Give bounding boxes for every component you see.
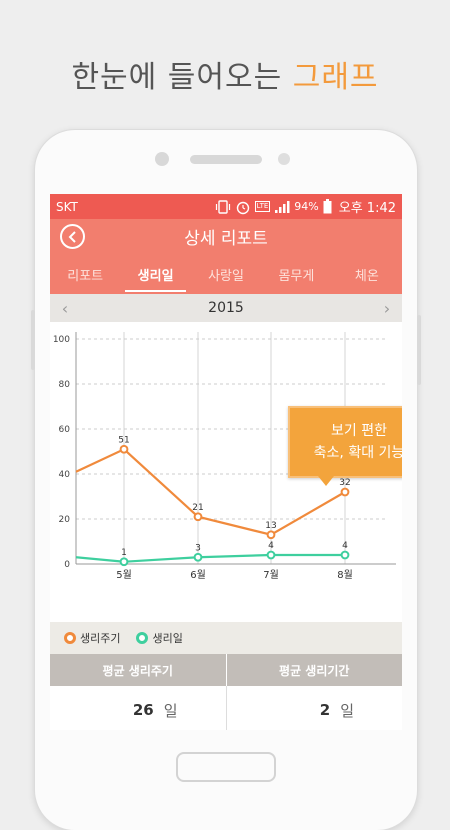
avg-duration-header: 평균 생리기간: [279, 663, 350, 678]
tab-bar: 리포트 생리일 사랑일 몸무게 체온: [50, 254, 402, 294]
page-title: 상세 리포트: [184, 229, 268, 249]
lte-icon: LTE: [254, 201, 271, 212]
legend-label-cycle: 생리주기: [80, 632, 121, 645]
callout-line1: 보기 편한: [331, 423, 387, 439]
data-point: [266, 550, 276, 560]
tab-weight[interactable]: 몸무게: [261, 254, 331, 294]
x-tick-label: 6월: [190, 569, 206, 581]
callout-line2: 축소, 확대 기능: [313, 445, 402, 461]
data-point: [119, 444, 129, 454]
tab-weight-label: 몸무게: [278, 268, 315, 284]
tab-report-label: 리포트: [67, 268, 104, 284]
summary-values: 26 일 2 일: [50, 686, 402, 730]
x-tick-label: 8월: [337, 569, 353, 581]
data-label: 3: [195, 543, 201, 553]
headline-accent: 그래프: [292, 60, 379, 95]
avg-duration-cell: 2 일: [227, 686, 403, 730]
avg-cycle-cell: 26 일: [50, 686, 227, 730]
volume-button[interactable]: [31, 310, 35, 370]
battery-icon: [323, 199, 332, 214]
tab-temperature[interactable]: 체온: [332, 254, 402, 294]
y-tick-label: 20: [59, 515, 71, 525]
avg-cycle-header: 평균 생리주기: [50, 654, 227, 686]
x-tick-label: 5월: [116, 569, 132, 581]
data-point: [193, 552, 203, 562]
data-point: [340, 487, 350, 497]
data-point: [119, 557, 129, 567]
home-button[interactable]: [176, 752, 276, 782]
avg-cycle-value: 26: [132, 701, 154, 719]
year-navigator: ‹ 2015 ›: [50, 294, 402, 322]
status-bar: SKT LTE 94% 오: [50, 194, 402, 219]
chevron-left-icon: [68, 230, 76, 243]
series-line-1: [75, 553, 345, 563]
chart-legend: 생리주기 생리일: [50, 622, 402, 654]
sensor-icon: [278, 153, 290, 165]
app-screen: SKT LTE 94% 오: [50, 194, 402, 730]
headline-text: 한눈에 들어오는: [71, 60, 283, 95]
feature-callout: 보기 편한 축소, 확대 기능: [288, 406, 402, 486]
alarm-icon: [236, 201, 249, 214]
battery-percent: 94%: [294, 200, 319, 213]
speaker-grille: [190, 155, 262, 164]
y-tick-label: 80: [59, 380, 71, 390]
avg-duration-value: 2: [319, 701, 331, 719]
data-label: 1: [121, 548, 127, 558]
avg-cycle-unit: 일: [163, 701, 178, 720]
next-year-button[interactable]: ›: [383, 298, 391, 318]
legend-swatch-days: [136, 632, 149, 644]
vibrate-icon: [215, 199, 230, 214]
tab-love-day[interactable]: 사랑일: [191, 254, 261, 294]
tab-period-day-label: 생리일: [137, 268, 174, 284]
signal-icon: [275, 200, 290, 213]
promo-headline: 한눈에 들어오는 그래프: [0, 52, 450, 96]
avg-duration-unit: 일: [340, 701, 354, 720]
summary-header: 평균 생리주기 평균 생리기간: [50, 654, 402, 686]
data-label: 21: [192, 503, 203, 513]
data-point: [193, 512, 203, 522]
legend-item-cycle: 생리주기: [64, 630, 120, 646]
legend-label-days: 생리일: [152, 632, 183, 645]
y-tick-label: 60: [59, 425, 71, 435]
y-tick-label: 0: [64, 560, 70, 570]
data-point: [340, 550, 350, 560]
tab-temperature-label: 체온: [354, 268, 379, 284]
data-label: 32: [339, 478, 350, 488]
data-point: [266, 530, 276, 540]
carrier-label: SKT: [56, 199, 78, 214]
legend-swatch-cycle: [64, 632, 76, 644]
data-label: 51: [118, 435, 129, 445]
back-button[interactable]: [60, 224, 85, 249]
data-label: 4: [342, 541, 348, 551]
prev-year-button[interactable]: ‹: [61, 298, 69, 318]
legend-item-days: 생리일: [136, 630, 183, 646]
data-label: 13: [265, 521, 276, 531]
year-label: 2015: [208, 300, 244, 316]
clock: 오후 1:42: [338, 201, 396, 216]
tab-report[interactable]: 리포트: [50, 254, 120, 294]
camera-icon: [155, 152, 169, 166]
tab-period-day[interactable]: 생리일: [120, 254, 190, 294]
power-button[interactable]: [417, 315, 421, 385]
chart-area[interactable]: 0 20 40 60 80 100 5월 6월 7월 8월 51 21 13 32 1 3 4 4 보기 편한 축…: [50, 322, 402, 622]
data-label: 4: [268, 541, 274, 551]
x-tick-label: 7월: [263, 569, 279, 581]
y-tick-label: 40: [59, 470, 71, 480]
y-tick-label: 100: [53, 335, 70, 345]
app-bar: 상세 리포트: [50, 219, 402, 254]
tab-love-day-label: 사랑일: [208, 268, 244, 284]
